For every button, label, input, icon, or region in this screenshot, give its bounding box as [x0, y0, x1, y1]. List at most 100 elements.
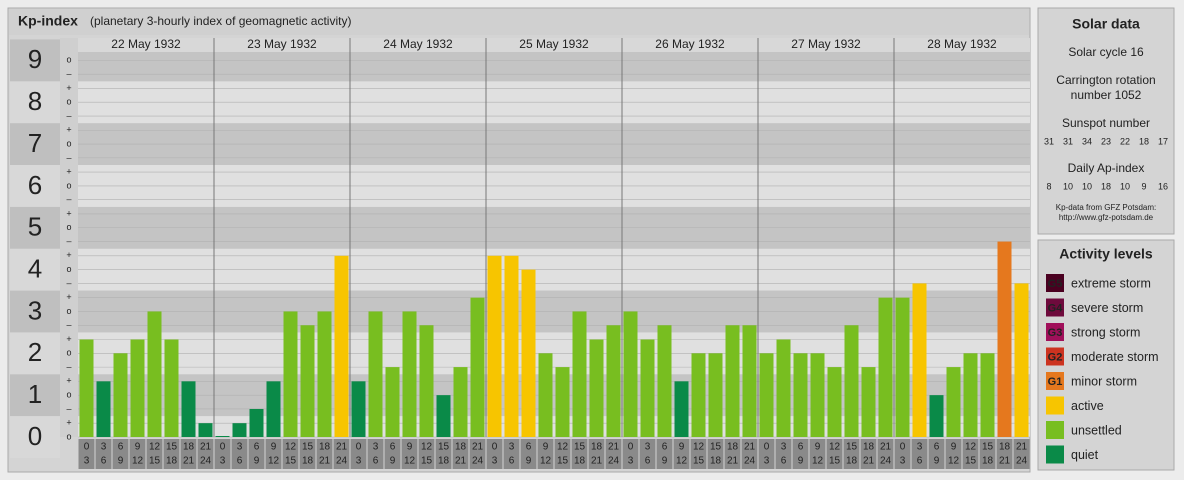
interval-start: 0: [356, 442, 362, 453]
interval-box: [520, 439, 537, 469]
interval-start: 15: [574, 442, 586, 453]
interval-start: 12: [285, 442, 297, 453]
interval-box: [571, 439, 588, 469]
legend-label: unsettled: [1071, 423, 1122, 437]
interval-end: 24: [608, 456, 620, 467]
interval-end: 15: [285, 456, 297, 467]
bar: [963, 353, 978, 437]
legend-swatch: [1046, 421, 1064, 439]
solar-panel: [1037, 7, 1175, 235]
interval-start: 6: [118, 442, 124, 453]
interval-end: 15: [421, 456, 433, 467]
interval-end: 24: [200, 456, 212, 467]
interval-start: 15: [166, 442, 178, 453]
interval-start: 6: [254, 442, 260, 453]
y-minor-label: +: [66, 292, 71, 302]
interval-end: 6: [781, 456, 787, 467]
bar: [147, 311, 162, 437]
interval-end: 15: [829, 456, 841, 467]
bar: [827, 367, 842, 437]
ap-value: 10: [1063, 181, 1073, 191]
bar: [810, 353, 825, 437]
bar: [504, 255, 519, 437]
interval-end: 24: [880, 456, 892, 467]
interval-start: 3: [237, 442, 243, 453]
interval-box: [418, 439, 435, 469]
bar: [861, 367, 876, 437]
interval-end: 21: [455, 456, 467, 467]
bar: [351, 381, 366, 437]
day-label: 23 May 1932: [247, 37, 317, 51]
bar: [283, 311, 298, 437]
y-minor-label: –: [66, 69, 71, 79]
bar: [487, 255, 502, 437]
interval-box: [996, 439, 1013, 469]
y-minor-label: –: [66, 194, 71, 204]
interval-start: 18: [863, 442, 875, 453]
interval-end: 12: [132, 456, 144, 467]
interval-start: 6: [662, 442, 668, 453]
legend-label: strong storm: [1071, 325, 1140, 339]
day-label: 25 May 1932: [519, 37, 589, 51]
interval-end: 6: [237, 456, 243, 467]
bar: [368, 311, 383, 437]
interval-start: 0: [220, 442, 226, 453]
interval-end: 12: [268, 456, 280, 467]
bar: [181, 381, 196, 437]
interval-box: [129, 439, 146, 469]
interval-box: [350, 439, 367, 469]
legend-swatch: [1046, 347, 1064, 366]
interval-start: 12: [693, 442, 705, 453]
interval-end: 21: [999, 456, 1011, 467]
interval-end: 9: [662, 456, 668, 467]
bar: [249, 408, 264, 437]
ap-value: 10: [1082, 181, 1092, 191]
interval-box: [758, 439, 775, 469]
interval-end: 18: [710, 456, 722, 467]
interval-box: [95, 439, 112, 469]
y-minor-label: +: [66, 208, 71, 218]
interval-end: 18: [166, 456, 178, 467]
y-minor-label: o: [66, 222, 71, 232]
y-tick-label: 2: [28, 337, 42, 367]
interval-end: 24: [472, 456, 484, 467]
interval-box: [945, 439, 962, 469]
y-minor-label: o: [66, 97, 71, 107]
interval-start: 0: [900, 442, 906, 453]
interval-box: [979, 439, 996, 469]
ap-value: 8: [1046, 181, 1051, 191]
interval-box: [299, 439, 316, 469]
y-tick-label: 3: [28, 295, 42, 325]
legend-code: G1: [1048, 376, 1063, 388]
y-minor-label: +: [66, 334, 71, 344]
bar: [691, 353, 706, 437]
sunspot-value: 17: [1158, 136, 1168, 146]
day-label: 24 May 1932: [383, 37, 453, 51]
interval-box: [401, 439, 418, 469]
interval-end: 15: [557, 456, 569, 467]
interval-start: 18: [319, 442, 331, 453]
interval-end: 15: [149, 456, 161, 467]
interval-start: 0: [492, 442, 498, 453]
y-label-band: [10, 332, 60, 375]
interval-end: 21: [591, 456, 603, 467]
solar-title: Solar data: [1072, 16, 1140, 32]
interval-start: 21: [200, 442, 212, 453]
interval-box: [843, 439, 860, 469]
interval-end: 21: [183, 456, 195, 467]
bar: [657, 325, 672, 437]
interval-box: [826, 439, 843, 469]
y-minor-label: o: [66, 138, 71, 148]
y-minor-label: –: [66, 152, 71, 162]
y-minor-label: o: [66, 180, 71, 190]
interval-end: 12: [540, 456, 552, 467]
bar: [198, 423, 213, 437]
bar: [929, 395, 944, 437]
interval-end: 3: [628, 456, 634, 467]
interval-start: 18: [999, 442, 1011, 453]
interval-start: 21: [1016, 442, 1028, 453]
bar: [436, 395, 451, 437]
bar: [759, 353, 774, 437]
interval-end: 15: [965, 456, 977, 467]
